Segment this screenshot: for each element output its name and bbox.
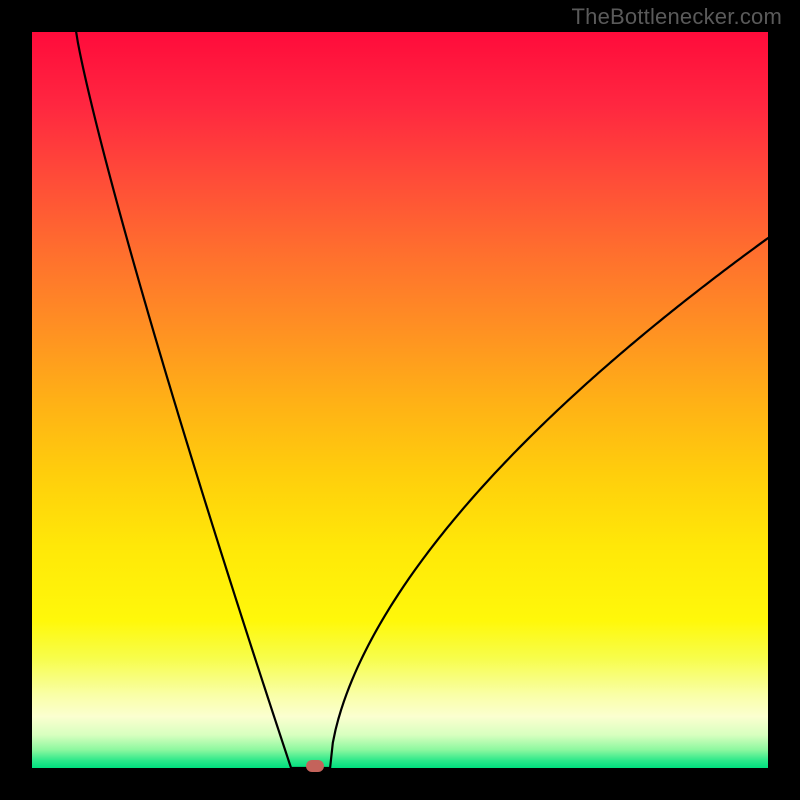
chart-container: TheBottlenecker.com <box>0 0 800 800</box>
plot-area <box>32 32 768 768</box>
bottleneck-curve <box>32 32 768 768</box>
curve-line <box>76 32 768 768</box>
minimum-marker <box>306 760 324 772</box>
watermark-text: TheBottlenecker.com <box>572 4 782 30</box>
